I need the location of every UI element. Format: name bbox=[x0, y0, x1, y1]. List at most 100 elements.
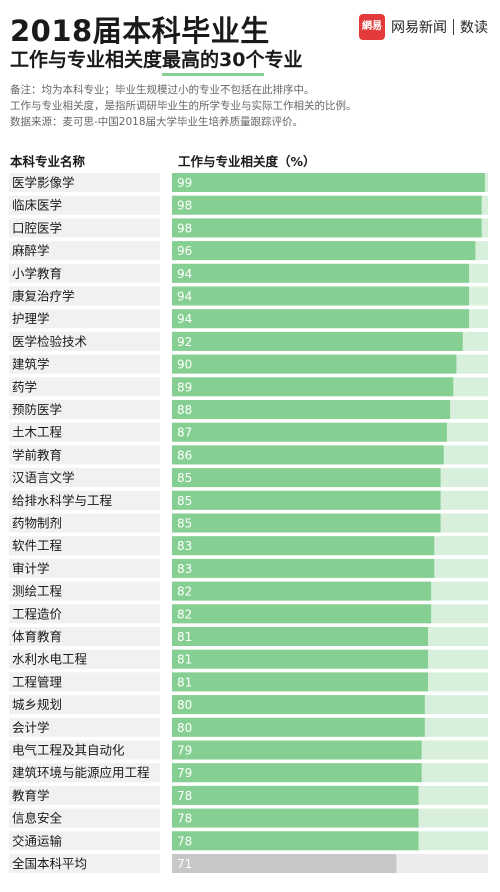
category-label: 交通运输 bbox=[12, 833, 63, 848]
note-definition: 工作与专业相关度，是指所调研毕业生的所学专业与实际工作相关的比例。 bbox=[10, 100, 357, 112]
category-label: 信息安全 bbox=[12, 811, 63, 826]
bar bbox=[172, 286, 470, 306]
category-label-bg bbox=[9, 263, 160, 283]
bar bbox=[172, 422, 447, 442]
category-label: 建筑环境与能源应用工程 bbox=[12, 765, 150, 780]
value-label: 94 bbox=[177, 267, 192, 281]
category-label: 电气工程及其自动化 bbox=[12, 743, 125, 758]
bar-row: 教育学 78 bbox=[9, 785, 488, 805]
value-label: 82 bbox=[177, 585, 192, 599]
bar bbox=[172, 195, 482, 215]
category-label-bg bbox=[9, 377, 160, 397]
category-label-bg bbox=[9, 331, 160, 351]
value-label: 81 bbox=[177, 675, 192, 689]
bar-row: 会计学 80 bbox=[9, 717, 488, 737]
bar-row: 土木工程 87 bbox=[9, 422, 488, 442]
category-label-bg bbox=[9, 854, 160, 873]
bar-row: 药学 89 bbox=[9, 377, 488, 397]
value-label: 79 bbox=[177, 766, 192, 780]
value-label: 80 bbox=[177, 698, 192, 712]
category-label: 工程管理 bbox=[12, 674, 63, 689]
bar bbox=[172, 604, 432, 624]
category-label-bg bbox=[9, 740, 160, 760]
value-label: 98 bbox=[177, 221, 192, 235]
bar bbox=[172, 627, 428, 646]
category-label: 医学影像学 bbox=[12, 175, 75, 190]
category-label-bg bbox=[9, 400, 160, 419]
value-label: 83 bbox=[177, 562, 192, 576]
category-label: 工程造价 bbox=[12, 606, 63, 621]
bar bbox=[172, 763, 422, 783]
category-label: 全国本科平均 bbox=[12, 856, 87, 871]
category-label-bg bbox=[9, 468, 160, 488]
bar bbox=[172, 581, 432, 601]
bar-row: 审计学 83 bbox=[9, 558, 488, 578]
category-label-bg bbox=[9, 763, 160, 783]
category-label-bg bbox=[9, 354, 160, 374]
bar-row: 学前教育 86 bbox=[9, 445, 488, 465]
bar bbox=[172, 672, 428, 692]
bar bbox=[172, 490, 441, 510]
bar-row: 医学检验技术 92 bbox=[9, 331, 488, 351]
category-label: 建筑学 bbox=[12, 357, 50, 372]
y-axis-header: 本科专业名称 bbox=[10, 154, 86, 169]
value-label: 82 bbox=[177, 607, 192, 621]
chart-subtitle: 工作与专业相关度最高的30个专业 bbox=[10, 45, 302, 72]
bar-row: 测绘工程 82 bbox=[9, 581, 488, 601]
category-label: 测绘工程 bbox=[12, 584, 63, 599]
bar bbox=[172, 400, 451, 419]
bar bbox=[172, 536, 435, 556]
value-label: 81 bbox=[177, 653, 192, 667]
bar-row: 电气工程及其自动化 79 bbox=[9, 740, 488, 760]
bar bbox=[172, 558, 435, 578]
category-label: 审计学 bbox=[12, 561, 50, 576]
bar bbox=[172, 740, 422, 760]
bar-row: 临床医学 98 bbox=[9, 195, 488, 215]
category-label-bg bbox=[9, 513, 160, 533]
category-label-bg bbox=[9, 218, 160, 238]
category-label-bg bbox=[9, 785, 160, 805]
bar bbox=[172, 831, 419, 851]
brand: 網易 网易新闻 数读 bbox=[359, 14, 488, 40]
category-label-bg bbox=[9, 672, 160, 692]
category-label-bg bbox=[9, 695, 160, 715]
x-axis-header: 工作与专业相关度（%） bbox=[178, 154, 316, 169]
bar-row: 麻醉学 96 bbox=[9, 241, 488, 261]
value-label: 83 bbox=[177, 539, 192, 553]
bar bbox=[172, 377, 454, 397]
bar-row: 医学影像学 99 bbox=[9, 173, 488, 192]
category-label: 药学 bbox=[12, 379, 37, 394]
value-label: 78 bbox=[177, 789, 192, 803]
value-label: 78 bbox=[177, 834, 192, 848]
category-label: 小学教育 bbox=[12, 266, 62, 281]
bar-row: 建筑学 90 bbox=[9, 354, 488, 374]
bar-row: 药物制剂 85 bbox=[9, 513, 488, 533]
subtitle-highlight: 最高的30个 bbox=[162, 49, 265, 71]
bar-row: 信息安全 78 bbox=[9, 808, 488, 828]
category-label-bg bbox=[9, 241, 160, 261]
value-label: 85 bbox=[177, 471, 192, 485]
category-label: 药物制剂 bbox=[12, 516, 62, 531]
category-label-bg bbox=[9, 173, 160, 192]
bar bbox=[172, 241, 476, 261]
category-label: 土木工程 bbox=[12, 425, 63, 440]
brand-subname: 数读 bbox=[460, 20, 488, 36]
category-label: 水利水电工程 bbox=[12, 652, 88, 667]
value-label: 78 bbox=[177, 812, 192, 826]
brand-divider bbox=[453, 19, 454, 35]
bar-row: 工程管理 81 bbox=[9, 672, 488, 692]
note-source: 数据来源：麦可思-中国2018届大学毕业生培养质量跟踪评价。 bbox=[10, 116, 304, 128]
value-label: 94 bbox=[177, 290, 192, 304]
bar-row: 工程造价 82 bbox=[9, 604, 488, 624]
category-label: 临床医学 bbox=[12, 198, 62, 213]
bar bbox=[172, 263, 470, 283]
note-remark: 备注：均为本科专业；毕业生规模过小的专业不包括在此排序中。 bbox=[10, 84, 315, 96]
average-row: 全国本科平均 71 bbox=[9, 854, 488, 873]
value-label: 87 bbox=[177, 426, 192, 440]
value-label: 89 bbox=[177, 380, 192, 394]
bar-row: 护理学 94 bbox=[9, 309, 488, 329]
category-label-bg bbox=[9, 286, 160, 306]
bar-row: 交通运输 78 bbox=[9, 831, 488, 851]
category-label-bg bbox=[9, 808, 160, 828]
